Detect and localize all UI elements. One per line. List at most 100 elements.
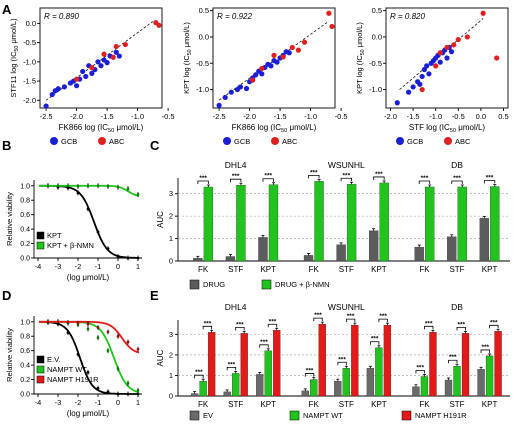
- bar-drug-nmn: [236, 185, 246, 262]
- gcb-point: [228, 89, 234, 95]
- gcb-point: [394, 100, 400, 106]
- category-label: KPT: [371, 400, 387, 409]
- y-tick-label: 2: [169, 350, 173, 359]
- bar-drug-nmn: [379, 182, 389, 262]
- fit-curve-2: [39, 320, 140, 354]
- bar-drug: [336, 244, 346, 262]
- legend-abc-marker: [98, 137, 106, 145]
- significance-bracket: [483, 180, 496, 184]
- y-tick-label: 0.4: [20, 363, 30, 370]
- legend-marker: [36, 375, 45, 384]
- bar-ev: [366, 368, 375, 397]
- bar-nampt-h191r: [351, 324, 359, 397]
- bar-nampt-wt: [420, 376, 429, 397]
- y-tick-label: 1.0: [20, 183, 30, 190]
- legend-marker: [189, 410, 200, 421]
- significance-bracket: [373, 176, 385, 180]
- x-tick-label: -1.5: [274, 112, 287, 121]
- gcb-point: [268, 63, 274, 69]
- bar-drug-nmn: [346, 184, 357, 262]
- abc-point: [437, 50, 443, 56]
- y-tick-label: 0.0: [199, 32, 209, 41]
- y-tick-label: 1: [169, 234, 173, 243]
- significance-stars: ***: [449, 354, 457, 361]
- bar-ev: [256, 374, 264, 397]
- bar-nampt-wt: [264, 350, 272, 397]
- gcb-point: [83, 73, 89, 80]
- x-tick-label: -0.5: [452, 112, 465, 121]
- bar-ev: [301, 390, 309, 397]
- gcb-point: [216, 102, 222, 108]
- legend-gcb-marker: [50, 137, 58, 145]
- category-label: STF: [449, 400, 464, 409]
- gcb-point: [253, 72, 259, 78]
- abc-point: [455, 36, 461, 43]
- abc-point: [301, 39, 308, 45]
- significance-bracket: [424, 325, 434, 330]
- plot-frame: [39, 7, 163, 109]
- y-tick-label: -2.0: [23, 96, 36, 105]
- x-tick-label: -1.0: [304, 112, 317, 121]
- significance-stars: ***: [421, 175, 429, 182]
- y-tick-label: 3: [169, 330, 173, 339]
- significance-bracket: [489, 324, 499, 329]
- abc-point: [250, 77, 256, 83]
- abc-point: [156, 22, 162, 28]
- bar-nampt-wt: [199, 381, 207, 397]
- y-tick-label: -1.5: [23, 77, 36, 86]
- category-label: FK: [309, 265, 320, 274]
- x-tick-label: -1.5: [101, 112, 114, 121]
- y-tick-label: 0.5: [199, 6, 209, 15]
- legend-label: NAMPT H191R: [47, 375, 99, 384]
- auc-bar-chart-e: 0123AUCDHL4FK******STF******KPT******WSU…: [156, 302, 510, 421]
- gcb-point: [98, 63, 104, 69]
- x-tick-label: -2: [75, 398, 82, 407]
- significance-bracket: [378, 318, 388, 323]
- significance-stars: ***: [425, 320, 433, 327]
- x-axis-label: FK866 log (IC50 μmol/L): [232, 123, 317, 134]
- x-tick-label: 1: [136, 398, 140, 407]
- significance-bracket: [345, 318, 356, 323]
- abc-point: [419, 86, 425, 93]
- significance-bracket: [337, 361, 347, 366]
- bar-nampt-wt: [375, 347, 383, 397]
- legend-label: E.V.: [47, 355, 60, 364]
- correlation-label: R = 0.890: [44, 12, 79, 21]
- bar-nampt-h191r: [273, 330, 281, 397]
- significance-stars: ***: [338, 356, 346, 363]
- x-tick-label: -2.0: [70, 112, 83, 121]
- bar-ev: [190, 393, 199, 397]
- significance-stars: ***: [486, 175, 494, 182]
- auc-bar-chart-c: 0 1 2 3 AUC DHL4 FK *** STF *** KPT *** WSUNHL FK *** S…: [156, 160, 510, 290]
- x-tick-label: -2.0: [243, 112, 256, 121]
- gcb-point: [243, 85, 250, 92]
- legend-gcb-label: GCB: [234, 137, 250, 146]
- significance-stars: ***: [379, 313, 387, 320]
- bar-drug-nmn: [425, 186, 435, 262]
- significance-stars: ***: [264, 173, 272, 180]
- significance-bracket: [313, 317, 323, 322]
- y-tick-label: 1.0: [20, 319, 30, 326]
- group-title: DB: [451, 160, 463, 170]
- panel-label-d: D: [2, 288, 11, 303]
- bar-drug-nmn: [490, 186, 500, 262]
- legend-label: KPT + β-NMN: [47, 241, 94, 250]
- y-tick-label: 3: [169, 189, 173, 198]
- plot-frame: [385, 7, 509, 109]
- group-title: WSUNHL: [328, 160, 365, 170]
- x-axis-label: (log μmol/L): [67, 409, 110, 418]
- bar-drug: [225, 256, 236, 262]
- x-tick-label: -1.5: [407, 112, 420, 121]
- x-tick-label: -2.0: [384, 112, 397, 121]
- legend-label: NAMPT WT: [47, 365, 87, 374]
- gcb-point: [89, 70, 95, 76]
- category-label: STF: [228, 265, 243, 274]
- x-tick-label: -0.5: [162, 112, 175, 121]
- significance-stars: ***: [453, 175, 461, 182]
- abc-point: [494, 55, 500, 61]
- y-tick-label: 0.0: [20, 392, 30, 399]
- category-label: FK: [419, 265, 430, 274]
- legend-label: KPT: [47, 231, 62, 240]
- abc-point: [280, 54, 286, 60]
